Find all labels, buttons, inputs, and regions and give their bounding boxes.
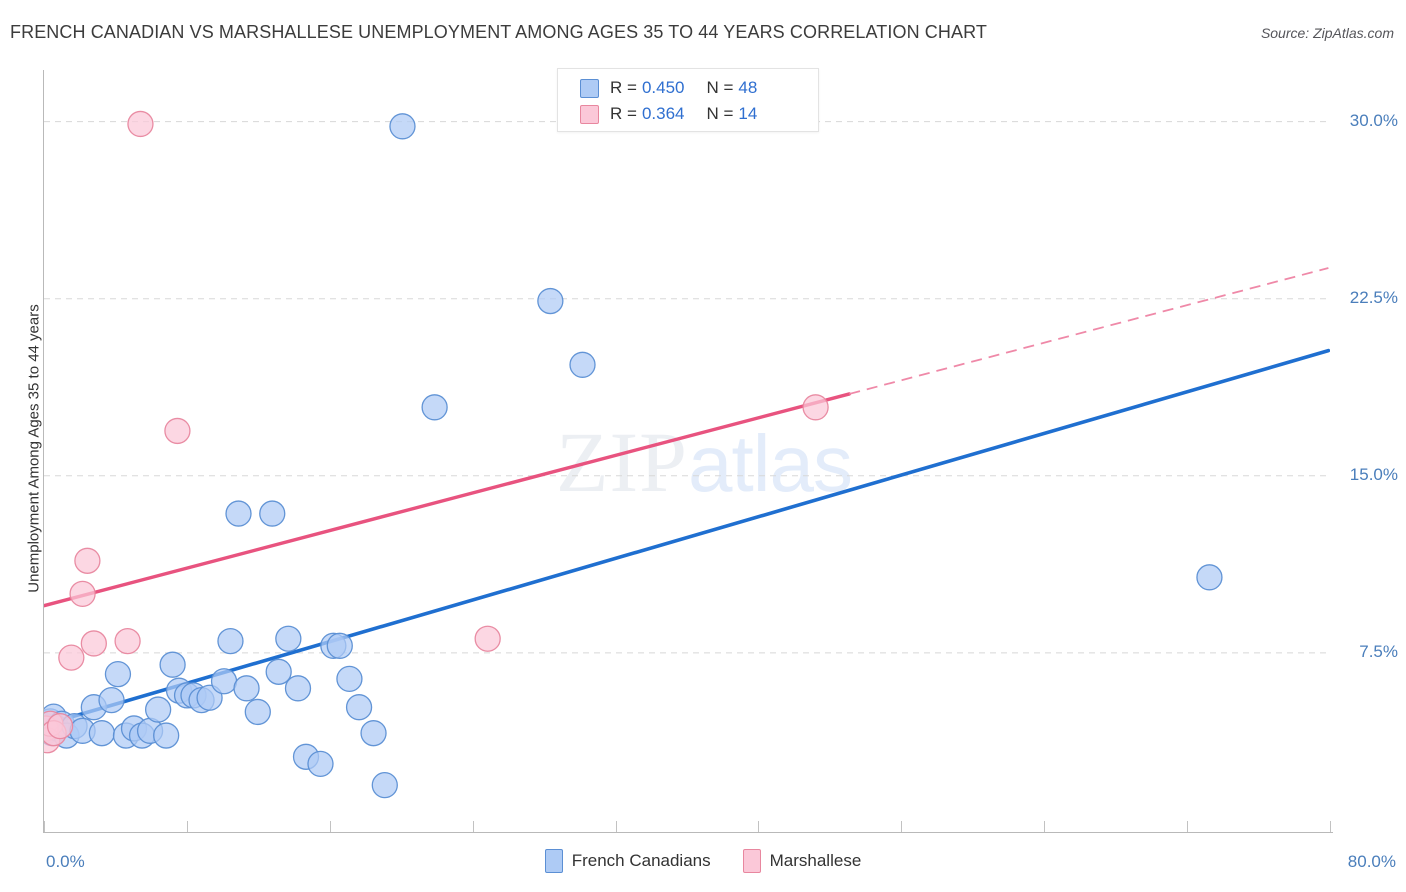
y-axis-line [43,70,44,832]
data-point[interactable] [345,694,373,721]
legend-swatch-icon-french-canadians [544,849,563,873]
stats-row-marshallese: R = 0.364 N = 14 [580,101,818,127]
legend-item-marshallese[interactable]: Marshallese [742,849,862,873]
data-point[interactable] [265,658,292,685]
x-tick-6 [901,821,903,832]
legend-label-french-canadians: French Canadians [571,851,711,870]
r-value-french-canadians: 0.450 [641,78,685,97]
y-axis-label-7.5: 7.5% [1359,641,1398,661]
x-tick-0 [44,821,45,832]
x-axis-min-label: 0.0% [46,852,85,871]
n-value-french-canadians: 48 [738,78,758,97]
y-axis-label-30: 30.0% [1349,110,1398,130]
legend-swatch-icon-marshallese [742,849,761,873]
data-point[interactable] [284,675,312,702]
data-point[interactable] [98,686,125,714]
x-tick-4 [615,821,617,832]
plot-area [44,72,1330,830]
series-points-marshallese [44,110,829,754]
data-point[interactable] [164,417,191,445]
n-label-french-canadians: N = [706,78,734,97]
data-point[interactable] [69,580,96,608]
chart-legend: French Canadians Marshallese [0,849,1406,873]
x-tick-9 [1330,821,1331,832]
data-point[interactable] [127,110,154,138]
y-axis-label-15: 15.0% [1349,464,1398,484]
page-title: FRENCH CANADIAN VS MARSHALLESE UNEMPLOYM… [10,22,987,42]
data-point[interactable] [159,651,186,678]
data-point[interactable] [537,287,564,315]
data-point[interactable] [58,644,85,671]
n-value-marshallese: 14 [738,104,758,123]
data-point[interactable] [307,750,334,778]
x-tick-3 [472,821,474,832]
trendline-french-canadians [44,348,1330,727]
scatter-plot-canvas [44,110,1330,799]
x-tick-2 [329,821,331,832]
data-point[interactable] [233,675,260,702]
trendline-marshallese-solid [44,392,852,608]
data-point[interactable] [336,665,363,693]
data-point[interactable] [259,500,286,527]
data-point[interactable] [210,668,238,695]
data-point[interactable] [104,661,132,688]
y-axis-label-22.5: 22.5% [1349,287,1398,307]
r-value-marshallese: 0.364 [641,104,685,123]
data-point[interactable] [802,394,829,421]
data-point[interactable] [46,712,74,740]
data-point[interactable] [1196,564,1223,591]
data-point[interactable] [144,696,172,723]
x-tick-7 [1044,821,1046,832]
data-point[interactable] [389,113,416,140]
data-point[interactable] [217,627,244,655]
legend-item-french-canadians[interactable]: French Canadians [544,849,711,873]
data-point[interactable] [326,632,353,659]
series-points-french-canadians [44,113,1223,799]
x-tick-5 [758,821,760,832]
data-point[interactable] [360,720,387,747]
r-label-french-canadians: R = [610,78,637,97]
source-label: Source: ZipAtlas.com [1260,25,1394,41]
data-point[interactable] [114,627,141,655]
data-point[interactable] [569,351,596,378]
data-point[interactable] [421,394,448,421]
data-point[interactable] [196,684,223,711]
data-point[interactable] [244,698,271,726]
data-point[interactable] [225,500,252,527]
data-point[interactable] [80,630,107,657]
stats-row-french-canadians: R = 0.450 N = 48 [580,75,818,101]
data-point[interactable] [74,547,101,574]
data-point[interactable] [275,625,302,652]
n-label-marshallese: N = [706,104,734,123]
series-swatch-icon-marshallese [580,104,599,124]
x-tick-8 [1187,821,1189,832]
x-axis-max-label: 80.0% [1347,852,1396,871]
y-axis-title: Unemployment Among Ages 35 to 44 years [25,304,43,593]
legend-label-marshallese: Marshallese [769,851,862,870]
r-label-marshallese: R = [610,104,637,123]
data-point[interactable] [474,625,501,652]
data-point[interactable] [153,722,180,749]
x-axis-line [43,832,1333,833]
series-swatch-icon-french-canadians [580,78,599,98]
trendline-marshallese-dashed [849,267,1329,395]
data-point[interactable] [88,720,116,747]
correlation-stats-box: R = 0.450 N = 48 R = 0.364 N = 14 [557,68,819,132]
data-point[interactable] [371,771,398,799]
x-tick-1 [186,821,188,832]
